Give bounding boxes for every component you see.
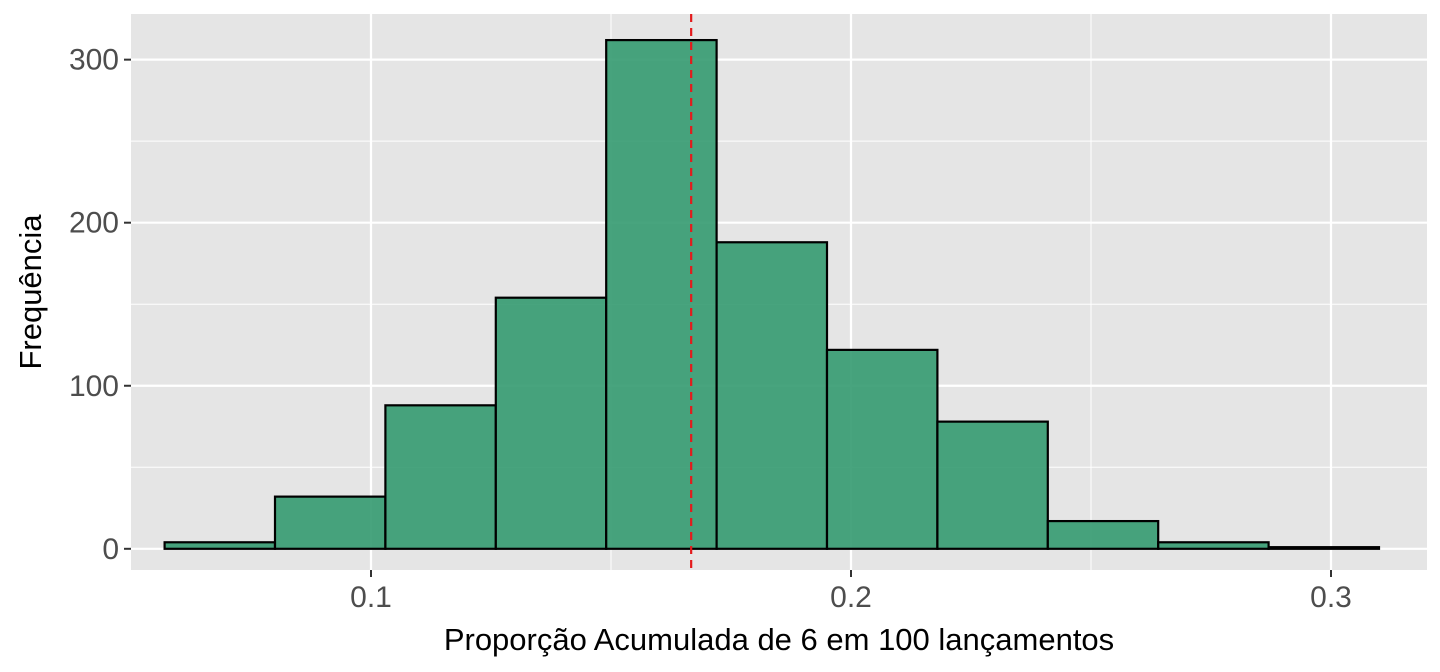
- y-tick-label: 300: [69, 44, 119, 77]
- y-axis-title: Frequência: [13, 214, 48, 370]
- x-tick-label: 0.2: [830, 581, 872, 614]
- histogram-bar: [1267, 546, 1381, 550]
- histogram-bar: [936, 420, 1049, 550]
- histogram-bar: [715, 241, 829, 550]
- y-axis-ticks: 0 100 200 300: [69, 44, 131, 566]
- histogram-bar: [605, 38, 718, 550]
- histogram-bar: [163, 541, 277, 550]
- x-axis-ticks: 0.1 0.2 0.3: [350, 570, 1352, 614]
- histogram-bar: [825, 348, 939, 550]
- histogram-bar: [1157, 541, 1270, 550]
- y-tick-label: 200: [69, 207, 119, 240]
- x-tick-label: 0.3: [1310, 581, 1352, 614]
- histogram-bars: [163, 38, 1381, 550]
- y-tick-label: 100: [69, 370, 119, 403]
- histogram-bar: [1046, 519, 1160, 550]
- x-axis-title: Proporção Acumulada de 6 em 100 lançamen…: [444, 622, 1114, 657]
- histogram-bar: [384, 404, 497, 550]
- histogram-bar: [494, 296, 608, 550]
- x-tick-label: 0.1: [350, 581, 392, 614]
- histogram-bar: [273, 495, 387, 550]
- y-tick-label: 0: [102, 533, 119, 566]
